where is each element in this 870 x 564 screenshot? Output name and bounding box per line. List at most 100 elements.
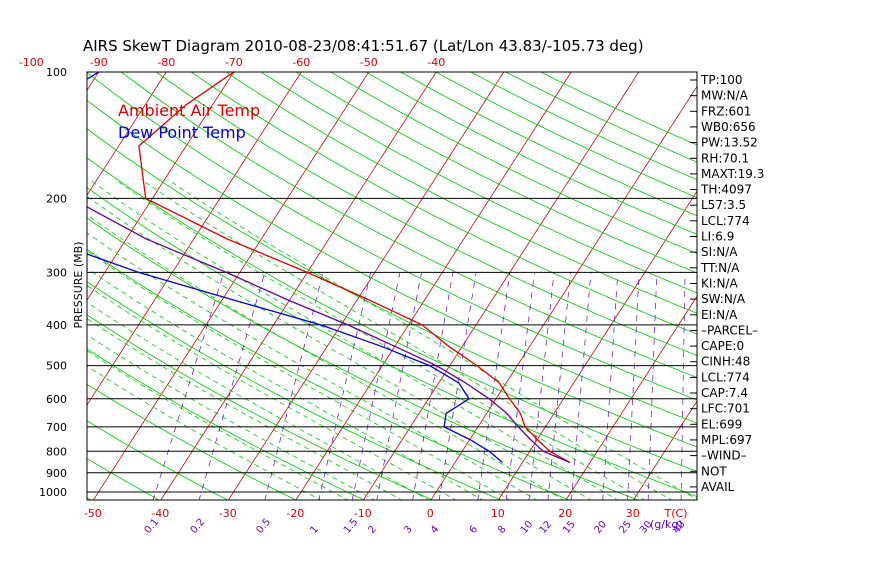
moist-adiabat-line <box>167 179 700 501</box>
index-entry: –PARCEL– <box>701 323 758 337</box>
isotherm-line <box>768 63 870 501</box>
bottom-temp-tick-label: -50 <box>84 507 102 520</box>
index-entry: CAP:7.4 <box>701 386 748 400</box>
mixing-ratio-line <box>478 272 510 501</box>
dry-adiabat-line <box>432 70 870 502</box>
mixing-ratio-label: 4 <box>429 524 442 536</box>
mixing-ratio-label: 8 <box>496 524 509 536</box>
pressure-tick-label: 600 <box>46 393 67 406</box>
dry-adiabat-line <box>0 70 780 502</box>
top-temp-tick-label: -60 <box>292 56 310 69</box>
index-entry: FRZ:601 <box>701 104 751 118</box>
series-line-2 <box>0 72 570 462</box>
mixing-ratio-line <box>319 272 371 501</box>
index-entry: PW:13.52 <box>701 136 758 150</box>
bottom-temp-tick-label: 10 <box>491 507 505 520</box>
index-entry: RH:70.1 <box>701 151 749 165</box>
top-temp-tick-label: -70 <box>225 56 243 69</box>
chart-title: AIRS SkewT Diagram 2010-08-23/08:41:51.6… <box>83 37 644 55</box>
legend-ambient-air-temp: Ambient Air Temp <box>118 101 260 120</box>
index-entry: LCL:774 <box>701 214 750 228</box>
pressure-tick-label: 200 <box>46 192 67 205</box>
bottom-temp-tick-label: -10 <box>354 507 372 520</box>
index-entry: WB0:656 <box>701 120 756 134</box>
mixing-ratio-label: 2 <box>366 524 379 536</box>
index-entry: SW:N/A <box>701 292 746 306</box>
mixing-ratio-line <box>413 272 454 501</box>
mixing-ratio-label: 6 <box>468 524 481 536</box>
index-entry: TH:4097 <box>700 183 752 197</box>
index-entry: CINH:48 <box>701 355 750 369</box>
mixing-ratio-line <box>529 272 554 501</box>
index-entry: LI:6.9 <box>701 230 734 244</box>
dry-adiabat-line <box>0 70 711 502</box>
index-entry: MAXT:19.3 <box>701 167 764 181</box>
moist-adiabat-line <box>89 179 619 501</box>
mixing-ratio-label: 0.2 <box>189 517 208 536</box>
mixing-ratio-line <box>265 272 324 501</box>
moist-adiabat-lines <box>0 179 700 501</box>
dry-adiabat-line <box>223 70 870 502</box>
mixing-ratio-label: 15 <box>561 519 578 536</box>
pressure-tick-label: 500 <box>46 360 67 373</box>
index-entry: NOT <box>701 464 727 478</box>
moist-adiabat-line <box>64 179 593 501</box>
isotherm-line <box>363 63 645 501</box>
index-entry: SI:N/A <box>701 245 738 259</box>
top-temp-tick-label: -50 <box>360 56 378 69</box>
index-entry: CAPE:0 <box>701 339 744 353</box>
bottom-temp-tick-label: -30 <box>219 507 237 520</box>
dry-adiabat-line <box>293 70 870 502</box>
mixing-ratio-line <box>628 272 640 501</box>
moist-adiabat-line <box>0 179 457 501</box>
index-entry: AVAIL <box>701 480 735 494</box>
y-axis-label: PRESSURE (MB) <box>72 242 85 329</box>
mixing-ratio-label: 20 <box>593 519 610 536</box>
dry-adiabat-line <box>397 70 870 502</box>
pressure-tick-label: 100 <box>46 66 67 79</box>
dry-adiabat-line <box>363 70 870 502</box>
mixing-ratio-line <box>153 272 224 501</box>
index-entry: MW:N/A <box>701 89 749 103</box>
isotherm-line <box>0 63 37 501</box>
index-entry: L57:3.5 <box>701 198 746 212</box>
index-entry: TT:N/A <box>700 261 740 275</box>
mixing-ratio-line <box>548 272 571 501</box>
legend-dew-point-temp: Dew Point Temp <box>118 123 246 142</box>
mixing-ratio-label: 3 <box>402 524 415 536</box>
index-entry: KI:N/A <box>701 277 738 291</box>
mixing-ratio-label: 12 <box>538 519 555 536</box>
index-entry: LFC:701 <box>701 402 750 416</box>
bottom-temp-tick-label: 30 <box>626 507 640 520</box>
profile-series <box>0 72 570 462</box>
index-entry: EL:699 <box>701 417 742 431</box>
top-temp-tick-label: -40 <box>427 56 445 69</box>
top-temp-tick-label: -80 <box>157 56 175 69</box>
top-temp-tick-label: -100 <box>19 56 44 69</box>
moist-adiabat-line <box>39 179 565 501</box>
pressure-tick-label: 300 <box>46 266 67 279</box>
pressure-tick-label: 900 <box>46 467 67 480</box>
bottom-temp-tick-label: 0 <box>427 507 434 520</box>
mixing-ratio-label: 10 <box>519 519 536 536</box>
bottom-temp-tick-label: 20 <box>558 507 572 520</box>
bottom-temp-tick-label: -20 <box>286 507 304 520</box>
pressure-tick-label: 400 <box>46 319 67 332</box>
pressure-tick-label: 1000 <box>39 486 67 499</box>
mixing-ratio-line <box>648 272 657 501</box>
top-temp-tick-label: -90 <box>90 56 108 69</box>
dry-adiabat-line <box>0 70 574 502</box>
mixing-ratio-label: 0.5 <box>254 517 273 536</box>
index-entry: EI:N/A <box>701 308 738 322</box>
mixing-ratio-unit-label: (g/kg) <box>650 518 683 531</box>
mixing-ratio-line <box>506 272 534 501</box>
index-entry: TP:100 <box>700 73 743 87</box>
mixing-ratio-label: 25 <box>617 519 634 536</box>
pressure-tick-label: 800 <box>46 445 67 458</box>
index-entry: –WIND– <box>701 449 747 463</box>
moist-adiabat-line <box>141 179 673 501</box>
pressure-tick-label: 700 <box>46 421 67 434</box>
